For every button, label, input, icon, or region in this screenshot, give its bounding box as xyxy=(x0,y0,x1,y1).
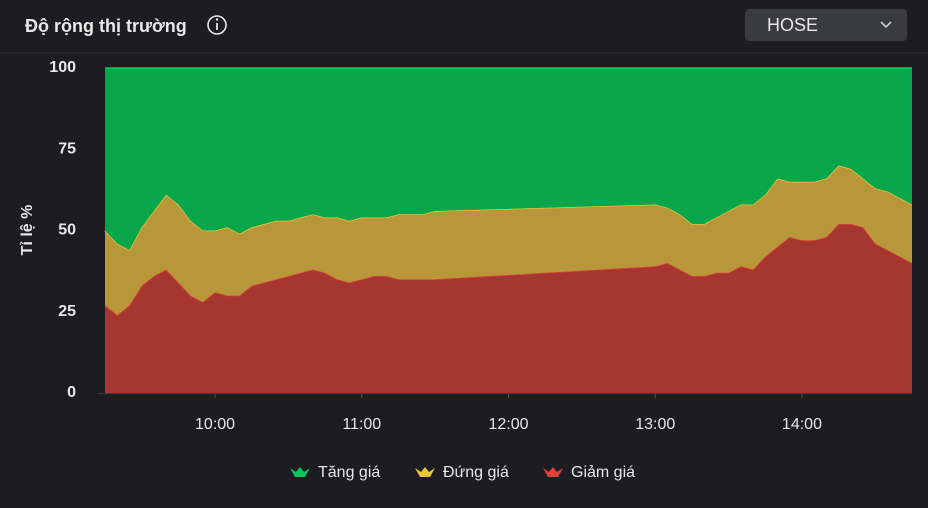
area-fill xyxy=(105,224,912,393)
info-icon[interactable] xyxy=(207,15,227,35)
area-fill xyxy=(105,165,912,315)
dropdown-value: HOSE xyxy=(767,15,818,35)
legend-label: Đứng giá xyxy=(443,464,509,481)
y-tick-label: 100 xyxy=(49,59,76,76)
y-tick-label: 25 xyxy=(58,303,76,320)
legend-marker xyxy=(290,467,310,477)
legend-label: Tăng giá xyxy=(318,464,380,481)
widget-title: Độ rộng thị trường xyxy=(25,16,187,36)
x-tick-label: 13:00 xyxy=(635,416,675,433)
legend-label: Giảm giá xyxy=(571,464,635,481)
y-tick-label: 75 xyxy=(58,140,76,157)
legend-item[interactable]: Đứng giá xyxy=(415,464,509,481)
y-tick-label: 50 xyxy=(58,222,76,239)
legend-marker xyxy=(543,467,563,477)
area-fill xyxy=(105,68,912,250)
plot: 0 25 50 75 100 10:00 11:00 12:00 13:00 14:00 xyxy=(49,59,913,433)
x-tick-label: 12:00 xyxy=(488,416,528,433)
exchange-dropdown[interactable]: HOSE xyxy=(745,9,907,41)
y-axis-label: Tỉ lệ % xyxy=(19,205,36,256)
x-tick-label: 11:00 xyxy=(342,416,381,433)
y-tick-label: 0 xyxy=(67,384,76,401)
x-tick-label: 10:00 xyxy=(195,416,235,433)
legend-item[interactable]: Tăng giá xyxy=(290,464,380,481)
x-tick-label: 14:00 xyxy=(782,416,822,433)
legend-marker xyxy=(415,467,435,477)
legend-item[interactable]: Giảm giá xyxy=(543,464,635,481)
